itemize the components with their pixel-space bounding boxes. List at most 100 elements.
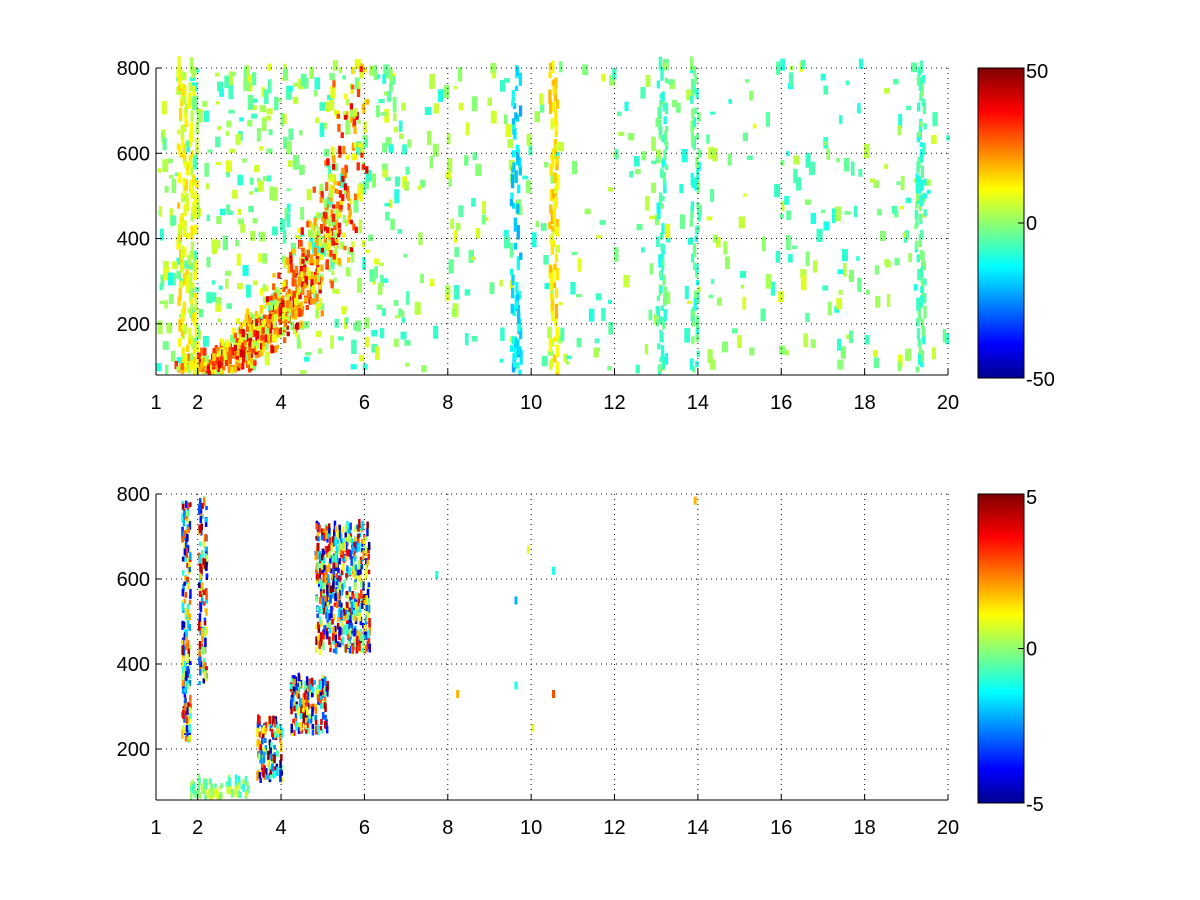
heatmap-cell bbox=[932, 112, 938, 127]
x-tick-label: 1 bbox=[150, 392, 161, 414]
heatmap-cell bbox=[456, 690, 460, 698]
heatmap-cell bbox=[361, 647, 365, 653]
x-tick-label: 1 bbox=[150, 817, 161, 839]
heatmap-cell bbox=[271, 324, 275, 330]
heatmap-cell bbox=[749, 347, 755, 356]
heatmap-cell bbox=[188, 567, 191, 573]
heatmap-cell bbox=[338, 336, 344, 341]
heatmap-cell bbox=[555, 174, 560, 189]
heatmap-cell bbox=[269, 746, 272, 756]
heatmap-cell bbox=[337, 568, 340, 574]
heatmap-cell bbox=[329, 190, 333, 198]
heatmap-cell bbox=[213, 789, 216, 798]
heatmap-cell bbox=[315, 646, 318, 654]
heatmap-cell bbox=[511, 202, 516, 209]
heatmap-cell bbox=[656, 295, 660, 301]
heatmap-cell bbox=[180, 330, 184, 337]
heatmap-cell bbox=[217, 366, 221, 372]
heatmap-cell bbox=[363, 135, 368, 148]
heatmap-cell bbox=[186, 544, 190, 553]
heatmap-cell bbox=[335, 189, 340, 195]
heatmap-cell bbox=[367, 569, 371, 575]
heatmap-cell bbox=[330, 256, 335, 270]
heatmap-cell bbox=[281, 295, 285, 302]
heatmap-cell bbox=[265, 344, 269, 351]
heatmap-cell bbox=[180, 97, 184, 107]
heatmap-cell bbox=[358, 543, 361, 552]
heatmap-cell bbox=[319, 580, 323, 589]
heatmap-cell bbox=[651, 136, 656, 151]
heatmap-cell bbox=[194, 287, 199, 292]
heatmap-cell bbox=[181, 526, 184, 534]
heatmap-cell bbox=[309, 714, 313, 724]
heatmap-cell bbox=[259, 777, 262, 783]
heatmap-cell bbox=[285, 292, 289, 298]
heatmap-cell bbox=[258, 715, 261, 725]
heatmap-cell bbox=[800, 59, 806, 70]
heatmap-cell bbox=[201, 365, 205, 372]
heatmap-cell bbox=[334, 646, 338, 655]
heatmap-cell bbox=[915, 366, 919, 373]
heatmap-cell bbox=[692, 135, 697, 150]
heatmap-cell bbox=[664, 77, 669, 84]
heatmap-cell bbox=[500, 327, 505, 341]
heatmap-cell bbox=[475, 163, 482, 177]
x-tick-label: 8 bbox=[442, 392, 453, 414]
heatmap-cell bbox=[190, 790, 193, 796]
heatmap-cell bbox=[369, 269, 375, 282]
heatmap-cell bbox=[334, 219, 339, 227]
heatmap-cell bbox=[180, 82, 184, 89]
heatmap-cell bbox=[313, 247, 318, 257]
heatmap-cell bbox=[275, 763, 279, 770]
heatmap-cell bbox=[315, 330, 322, 338]
heatmap-cell bbox=[357, 119, 361, 125]
heatmap-cell bbox=[217, 793, 221, 800]
heatmap-cell bbox=[242, 158, 247, 163]
heatmap-cell bbox=[272, 320, 276, 329]
heatmap-cell bbox=[317, 634, 320, 641]
heatmap-cell bbox=[185, 725, 189, 732]
heatmap-cell bbox=[299, 722, 303, 732]
heatmap-cell bbox=[311, 724, 315, 730]
heatmap-cell bbox=[312, 290, 318, 305]
heatmap-cell bbox=[516, 225, 520, 240]
heatmap-cell bbox=[661, 195, 665, 202]
heatmap-cell bbox=[285, 257, 289, 265]
heatmap-cell bbox=[507, 139, 514, 148]
heatmap-cell bbox=[351, 153, 355, 161]
heatmap-cell bbox=[368, 624, 371, 631]
heatmap-cell bbox=[282, 313, 286, 322]
heatmap-cell bbox=[188, 716, 191, 724]
heatmap-cell bbox=[921, 251, 925, 266]
heatmap-cell bbox=[321, 216, 325, 222]
heatmap-cell bbox=[227, 210, 233, 216]
heatmap-cell bbox=[183, 543, 187, 550]
heatmap-cell bbox=[189, 122, 194, 132]
heatmap-cell bbox=[217, 318, 222, 323]
heatmap-cell bbox=[246, 785, 250, 792]
heatmap-cell bbox=[365, 175, 369, 189]
heatmap-cell bbox=[656, 149, 661, 164]
heatmap-cell bbox=[182, 725, 185, 731]
heatmap-cell bbox=[273, 309, 277, 315]
heatmap-cell bbox=[919, 295, 924, 306]
heatmap-cell bbox=[273, 718, 276, 728]
heatmap-cell bbox=[189, 264, 195, 270]
heatmap-cell bbox=[336, 201, 340, 209]
heatmap-cell bbox=[185, 716, 189, 724]
heatmap-cell bbox=[338, 190, 343, 198]
heatmap-cell bbox=[332, 648, 336, 653]
heatmap-cell bbox=[516, 304, 521, 319]
heatmap-cell bbox=[294, 297, 298, 306]
heatmap-cell bbox=[344, 114, 348, 120]
heatmap-cell bbox=[203, 601, 206, 606]
heatmap-cell bbox=[273, 730, 277, 739]
heatmap-cell bbox=[193, 356, 197, 363]
heatmap-cell bbox=[337, 181, 341, 186]
heatmap-cell bbox=[361, 602, 364, 609]
heatmap-cell bbox=[555, 361, 559, 373]
heatmap-cell bbox=[211, 280, 216, 285]
heatmap-cell bbox=[663, 293, 667, 306]
heatmap-cell bbox=[358, 190, 362, 200]
heatmap-cell bbox=[657, 343, 661, 350]
